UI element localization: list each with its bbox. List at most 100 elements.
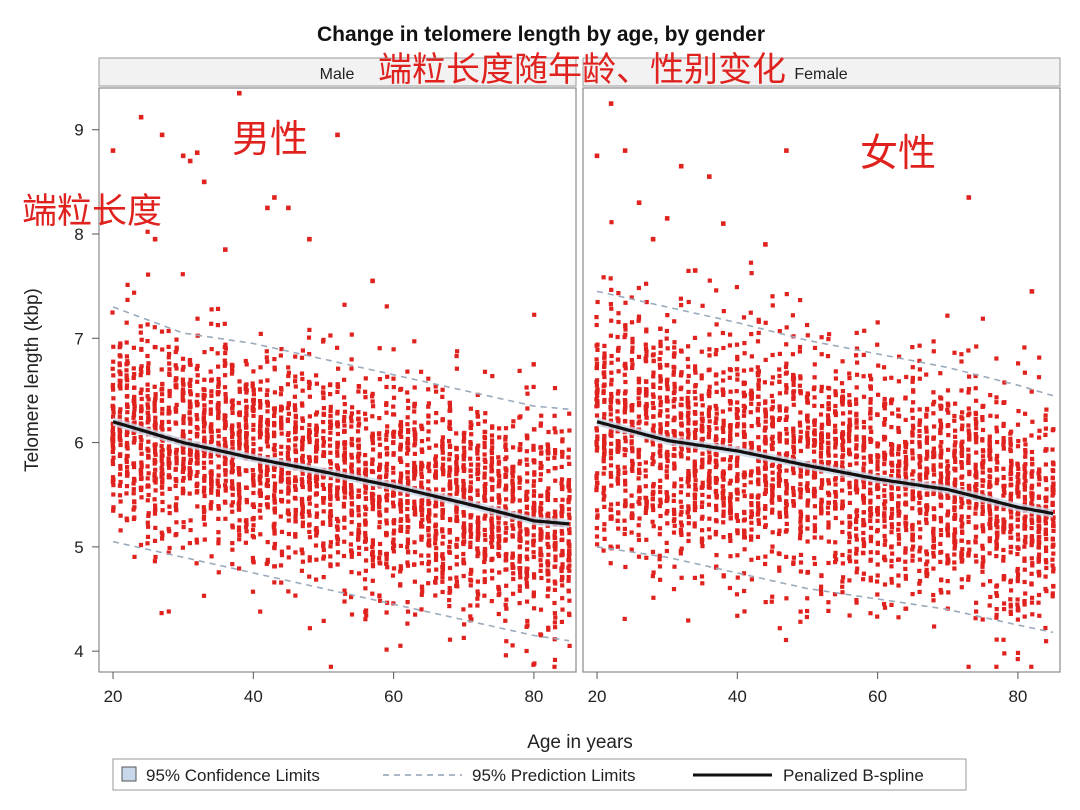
data-point <box>447 408 452 413</box>
data-point <box>685 427 690 432</box>
data-point <box>384 518 389 523</box>
data-point <box>630 345 635 350</box>
data-point <box>714 288 719 293</box>
data-point <box>258 429 263 434</box>
data-point <box>475 535 480 540</box>
data-point <box>377 453 382 458</box>
data-point <box>826 445 831 450</box>
data-point <box>503 437 508 442</box>
data-point <box>756 471 761 476</box>
data-point <box>594 366 599 371</box>
data-point <box>167 367 172 372</box>
data-point <box>608 333 613 338</box>
data-point <box>749 271 754 276</box>
data-point <box>861 496 866 502</box>
data-point <box>720 440 725 445</box>
data-point <box>784 521 789 526</box>
data-point <box>602 437 607 443</box>
data-point <box>658 478 663 483</box>
data-point <box>608 404 613 410</box>
data-point <box>355 429 361 434</box>
data-point <box>623 435 628 440</box>
data-point <box>454 472 459 477</box>
data-point <box>721 500 726 506</box>
data-point <box>146 405 151 410</box>
data-point <box>160 508 165 513</box>
data-point <box>356 416 361 421</box>
data-point <box>756 477 761 482</box>
data-point <box>434 411 439 416</box>
data-point <box>229 362 234 367</box>
data-point <box>854 418 859 423</box>
data-point <box>728 332 733 337</box>
data-point <box>784 481 789 487</box>
data-point <box>833 445 838 450</box>
data-point <box>412 579 417 584</box>
data-point <box>511 419 516 424</box>
data-point <box>475 451 480 456</box>
data-point <box>440 462 446 467</box>
data-point <box>398 420 404 425</box>
data-point <box>665 384 670 389</box>
data-point <box>377 494 382 499</box>
data-point <box>791 389 797 394</box>
data-point <box>643 342 648 347</box>
data-point <box>195 504 200 509</box>
data-point <box>153 419 158 424</box>
data-point <box>363 522 368 527</box>
data-point <box>166 405 171 410</box>
data-point <box>741 473 746 478</box>
data-point <box>685 356 690 362</box>
data-point <box>356 467 361 472</box>
data-point <box>265 422 270 427</box>
data-point <box>201 460 207 465</box>
data-point <box>707 460 712 465</box>
data-point <box>258 424 263 429</box>
data-point <box>461 557 466 562</box>
data-point <box>300 505 305 510</box>
data-point <box>188 417 193 422</box>
data-point <box>349 612 355 617</box>
data-point <box>398 509 404 514</box>
data-point <box>160 536 165 541</box>
data-point <box>783 371 788 376</box>
data-point <box>187 452 192 457</box>
data-point <box>833 502 838 507</box>
data-point <box>117 472 123 477</box>
data-point <box>342 377 347 382</box>
data-point <box>194 366 200 371</box>
data-point <box>258 462 263 467</box>
data-point <box>455 485 460 490</box>
data-point <box>594 448 599 453</box>
data-point <box>511 591 516 596</box>
data-point <box>377 467 382 472</box>
data-point <box>798 429 803 434</box>
data-point <box>483 411 488 416</box>
data-point <box>391 395 397 400</box>
data-point <box>180 478 186 483</box>
data-point <box>693 384 698 389</box>
data-point <box>777 514 782 519</box>
data-point <box>749 401 754 406</box>
data-point <box>650 455 655 460</box>
data-point <box>251 397 256 402</box>
data-point <box>840 443 845 448</box>
data-point <box>440 561 446 566</box>
data-point <box>293 354 298 359</box>
data-point <box>124 459 129 464</box>
data-point <box>462 529 467 534</box>
data-point <box>328 664 333 669</box>
data-point <box>328 425 333 430</box>
data-point <box>419 607 424 612</box>
data-point <box>152 472 157 477</box>
data-point <box>868 481 873 486</box>
data-point <box>399 517 404 522</box>
data-point <box>861 448 866 453</box>
data-point <box>433 456 438 462</box>
data-point <box>166 355 171 360</box>
data-point <box>132 438 137 443</box>
data-point <box>741 429 746 434</box>
data-point <box>349 332 354 337</box>
data-point <box>686 618 691 623</box>
data-point <box>110 475 116 480</box>
